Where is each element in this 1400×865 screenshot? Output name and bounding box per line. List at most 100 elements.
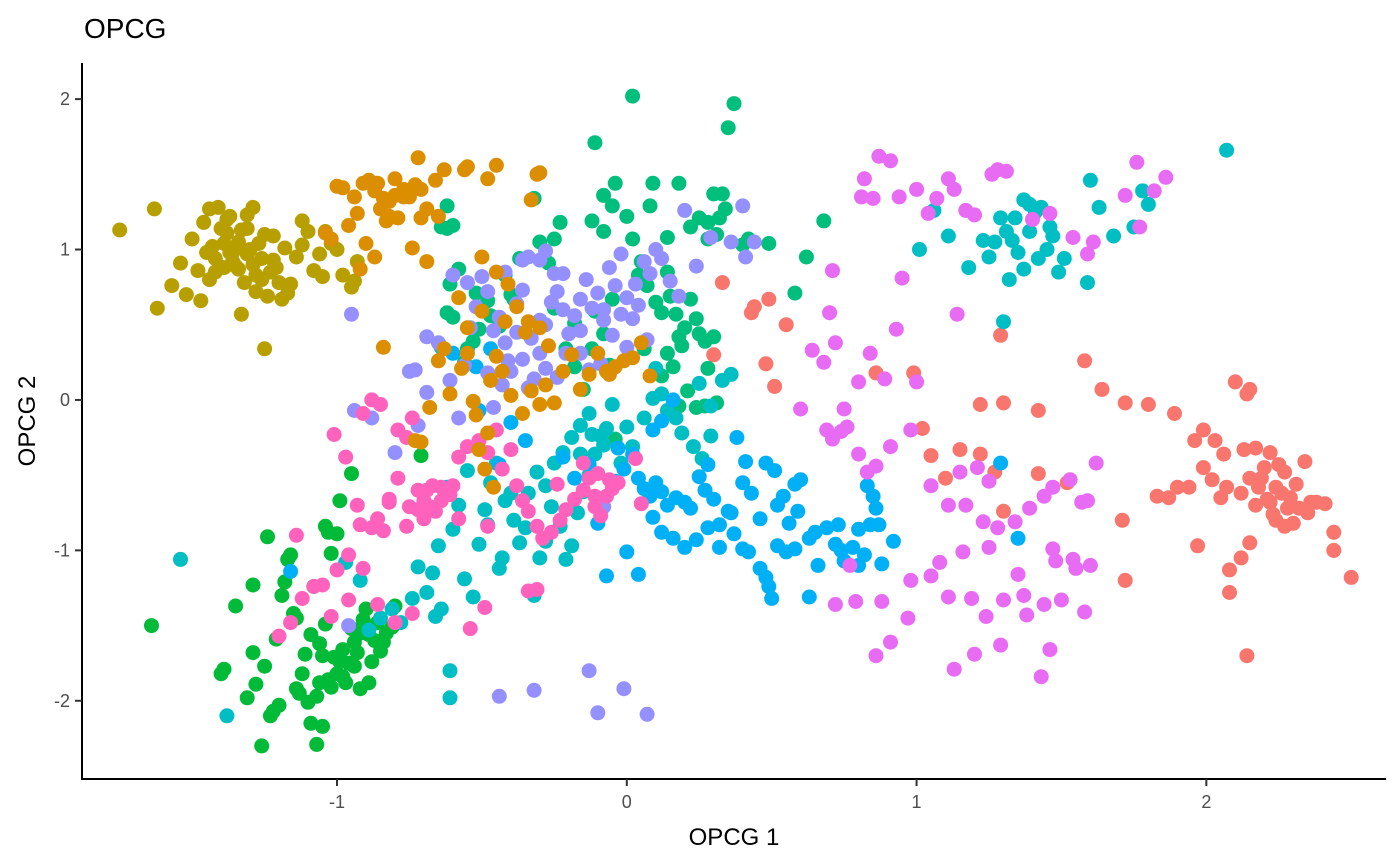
data-point-s6-31 bbox=[590, 285, 606, 301]
data-point-s9-5 bbox=[480, 171, 496, 187]
data-point-s2-34 bbox=[335, 642, 351, 658]
data-point-s4-110 bbox=[584, 427, 600, 442]
data-point-s7-63 bbox=[981, 473, 997, 489]
data-point-s7-4 bbox=[865, 190, 881, 206]
data-point-s9-45 bbox=[503, 387, 519, 403]
data-point-s4-37 bbox=[433, 601, 449, 617]
data-point-s5-9 bbox=[807, 524, 823, 540]
data-point-s9-37 bbox=[404, 240, 420, 256]
data-point-s9-21 bbox=[346, 189, 362, 205]
data-point-s9-6 bbox=[488, 157, 504, 173]
data-point-s0-29 bbox=[1262, 445, 1278, 461]
data-point-s4-100 bbox=[723, 366, 739, 382]
data-point-s3-84 bbox=[604, 291, 620, 307]
data-point-s2-58 bbox=[309, 736, 325, 752]
data-point-s5-53 bbox=[630, 566, 646, 582]
data-point-s6-25 bbox=[555, 302, 571, 318]
data-point-s5-10 bbox=[819, 520, 835, 536]
y-tick-label-4: 2 bbox=[60, 89, 70, 109]
data-point-s1-6 bbox=[184, 231, 200, 247]
data-point-s9-69 bbox=[541, 338, 556, 354]
data-point-s8-35 bbox=[575, 482, 591, 498]
x-axis-title: OPCG 1 bbox=[689, 824, 780, 851]
data-point-s5-43 bbox=[648, 475, 664, 491]
data-point-s9-12 bbox=[407, 177, 423, 193]
data-point-s7-67 bbox=[978, 609, 994, 624]
data-point-s3-28 bbox=[584, 213, 600, 229]
data-point-s6-59 bbox=[486, 400, 501, 415]
data-point-s7-18 bbox=[1065, 230, 1081, 245]
data-point-s6-0 bbox=[344, 306, 359, 322]
data-point-s2-69 bbox=[271, 697, 287, 713]
x-tick-label-3: 2 bbox=[1201, 792, 1211, 812]
data-point-s1-51 bbox=[204, 239, 220, 254]
data-point-s4-19 bbox=[993, 210, 1009, 226]
data-point-s4-26 bbox=[912, 242, 927, 257]
data-point-s9-29 bbox=[358, 236, 374, 251]
data-point-s3-7 bbox=[546, 231, 562, 247]
data-point-s7-29 bbox=[816, 354, 832, 370]
data-point-s7-95 bbox=[1048, 553, 1064, 569]
data-point-s1-57 bbox=[239, 207, 255, 223]
data-point-s2-60 bbox=[312, 675, 328, 691]
data-point-s7-55 bbox=[1022, 500, 1038, 516]
data-point-s4-6 bbox=[1106, 228, 1122, 244]
data-point-s8-50 bbox=[390, 470, 406, 486]
data-point-s4-40 bbox=[457, 571, 472, 587]
y-tick-label-0: -2 bbox=[54, 691, 70, 711]
data-point-s4-93 bbox=[596, 437, 612, 453]
data-point-s8-76 bbox=[480, 518, 496, 534]
data-point-s4-1 bbox=[1135, 183, 1151, 199]
data-point-s9-70 bbox=[459, 320, 475, 336]
data-point-s5-57 bbox=[665, 530, 681, 546]
data-point-s8-60 bbox=[271, 628, 287, 644]
data-point-s7-43 bbox=[839, 419, 855, 435]
data-point-s1-46 bbox=[346, 273, 362, 289]
data-point-s7-10 bbox=[946, 181, 962, 197]
data-point-s8-62 bbox=[341, 592, 357, 608]
data-point-s4-102 bbox=[529, 464, 545, 480]
data-point-s3-49 bbox=[798, 249, 814, 265]
data-point-s5-62 bbox=[723, 505, 739, 521]
data-point-s3-89 bbox=[816, 213, 832, 229]
data-point-s6-63 bbox=[538, 243, 554, 259]
data-point-s4-9 bbox=[1051, 264, 1067, 280]
data-point-s5-33 bbox=[712, 517, 727, 533]
data-point-s7-78 bbox=[900, 610, 916, 626]
data-point-s7-64 bbox=[923, 568, 939, 584]
data-point-s3-79 bbox=[567, 359, 583, 375]
data-point-s5-72 bbox=[871, 517, 887, 533]
data-point-s8-47 bbox=[422, 499, 438, 515]
data-point-s6-30 bbox=[584, 300, 600, 316]
data-point-s0-32 bbox=[1288, 476, 1304, 492]
data-point-s1-69 bbox=[294, 213, 310, 229]
data-point-s0-77 bbox=[714, 275, 730, 291]
data-point-s0-37 bbox=[1233, 485, 1249, 501]
data-point-s3-63 bbox=[706, 329, 722, 345]
data-point-s2-57 bbox=[260, 529, 275, 545]
data-point-s4-58 bbox=[570, 505, 585, 521]
data-point-s9-44 bbox=[494, 363, 510, 379]
data-point-s3-55 bbox=[668, 306, 684, 322]
data-point-s5-19 bbox=[885, 533, 901, 549]
data-point-s6-7 bbox=[451, 410, 467, 426]
data-point-s7-51 bbox=[958, 497, 974, 513]
data-point-s7-48 bbox=[903, 422, 919, 438]
data-point-s9-48 bbox=[532, 397, 548, 412]
data-point-s4-69 bbox=[425, 565, 441, 581]
data-point-s5-48 bbox=[616, 461, 632, 477]
data-point-s1-65 bbox=[239, 246, 255, 262]
data-point-s0-6 bbox=[972, 397, 988, 412]
y-axis-ticks: -2 -1 0 1 2 bbox=[54, 89, 82, 711]
data-point-s1-50 bbox=[213, 221, 229, 236]
data-point-s5-17 bbox=[868, 500, 884, 516]
data-point-s7-24 bbox=[1158, 169, 1174, 185]
data-point-s2-54 bbox=[332, 493, 348, 509]
data-point-s5-60 bbox=[700, 520, 716, 536]
data-point-s0-54 bbox=[1161, 490, 1177, 506]
data-point-s0-15 bbox=[1030, 466, 1046, 482]
data-point-s0-16 bbox=[1117, 395, 1133, 411]
data-point-s4-14 bbox=[1022, 224, 1038, 239]
data-point-s6-39 bbox=[636, 254, 652, 270]
data-point-s9-74 bbox=[497, 314, 513, 330]
